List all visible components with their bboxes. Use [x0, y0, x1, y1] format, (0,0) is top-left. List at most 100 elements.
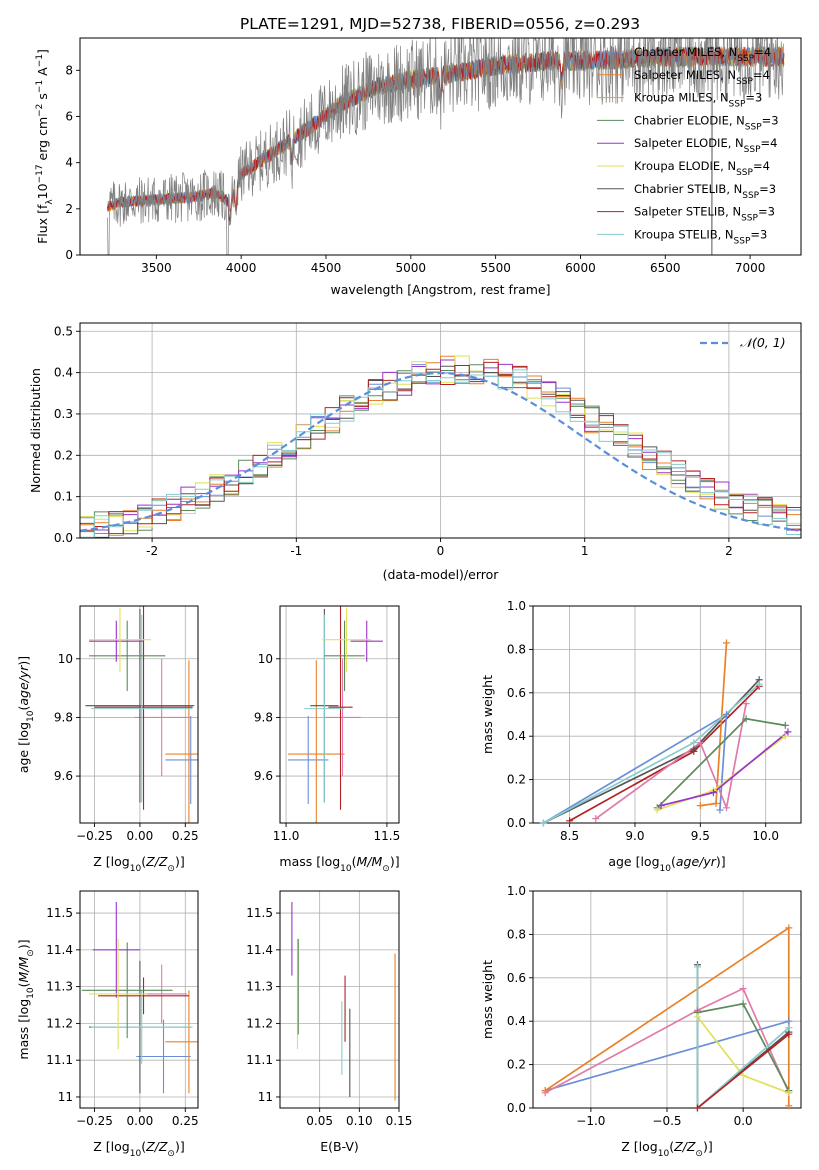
- age-weight-point-marker: [755, 680, 763, 688]
- z-weight-point-marker: [739, 1071, 747, 1079]
- z-mass-xtick-label: −0.25: [76, 1114, 113, 1128]
- age-weight-point-marker: [722, 639, 730, 647]
- z-mass-xtick-label: 0.25: [172, 1114, 199, 1128]
- spectrum-xtick-label: 7000: [735, 261, 766, 275]
- ebv-mass-ytick-label: 11.2: [246, 1016, 273, 1030]
- ebv-mass-ytick-label: 11.3: [246, 980, 273, 994]
- age-weight-point-marker: [742, 715, 750, 723]
- ebv-mass-spine: [279, 890, 400, 1109]
- z-weight-ytick-label: 0.2: [507, 1058, 526, 1072]
- legend-label: Salpeter MILES, NSSP=4: [634, 68, 770, 87]
- ebv-mass-ytick-label: 11.1: [246, 1053, 273, 1067]
- z-mass-ytick-label: 11.1: [46, 1053, 73, 1067]
- z-age-plot-area: [85, 606, 198, 823]
- z-weight-point-marker: [785, 1030, 793, 1038]
- spectrum-plot-area: [107, 38, 785, 255]
- z-age-axes: −0.25 0.00 0.25 9.6 9.8 10 Z [log10(Z/Z⊙)] age …: [16, 605, 199, 874]
- age-weight-point-marker: [566, 817, 574, 825]
- legend-label: Kroupa ELODIE, NSSP=4: [634, 159, 770, 178]
- age-weight-point-marker: [653, 806, 661, 814]
- legend-label: Kroupa MILES, NSSP=3: [634, 91, 762, 110]
- age-weight-point-marker: [657, 802, 665, 810]
- residual-histogram: [80, 369, 801, 538]
- z-weight-xtick-label: 0.0: [734, 1114, 753, 1128]
- spectrum-ytick-label: 6: [65, 109, 73, 123]
- age-weight-point-marker: [696, 802, 704, 810]
- mass-age-xtick-label: 11.5: [374, 829, 401, 843]
- z-age-ytick-label: 10: [58, 652, 73, 666]
- z-weight-ytick-label: 0.4: [507, 1014, 526, 1028]
- spectrum-ytick-label: 2: [65, 202, 73, 216]
- spectrum-xtick-label: 3500: [141, 261, 172, 275]
- mass-age-axes: 11.0 11.5 9.6 9.8 10 mass [log10(M/M⊙)]: [254, 605, 400, 874]
- z-weight-point-marker: [785, 1017, 793, 1025]
- ebv-mass-plot-area: [291, 902, 396, 1101]
- legend-label: Kroupa STELIB, NSSP=3: [634, 227, 767, 246]
- residuals-ytick-label: 0.2: [54, 448, 73, 462]
- z-age-frame: −0.25 0.00 0.25 9.6 9.8 10 Z [log10(Z/Z⊙)] age …: [16, 605, 199, 874]
- age-weight-point-marker: [709, 789, 717, 797]
- z-weight-point-marker: [785, 1102, 793, 1110]
- z-mass-ytick-label: 11.3: [46, 980, 73, 994]
- residuals-ytick-label: 0.5: [54, 324, 73, 338]
- ebv-mass-xtick-label: 0.10: [346, 1114, 373, 1128]
- age-weight-xtick-label: 10.0: [752, 829, 779, 843]
- residuals-xtick-label: 1: [581, 544, 589, 558]
- z-weight-series-line: [544, 987, 790, 1094]
- spectrum-spine: [79, 37, 802, 256]
- age-weight-point-marker: [696, 739, 704, 747]
- spectrum-legend: Chabrier MILES, NSSP=4 Salpeter MILES, NS…: [597, 45, 779, 246]
- z-weight-axes: −1.0 −0.5 0.0 0.0 0.2 0.4 0.6 0.8 1.0 Z [log10(Z/…: [480, 884, 802, 1159]
- data-spectrum-line: [107, 38, 785, 255]
- mass-age-xtick-label: 11.0: [273, 829, 300, 843]
- z-mass-ylabel: mass [log10(M/M⊙)]: [16, 939, 36, 1059]
- ebv-mass-ytick-label: 11.4: [246, 943, 273, 957]
- residuals-xlabel: (data-model)/error: [383, 567, 500, 582]
- spectrum-xtick-label: 6000: [565, 261, 596, 275]
- z-weight-ytick-label: 0.0: [507, 1101, 526, 1115]
- age-weight-spine: [532, 605, 802, 824]
- z-age-ytick-label: 9.8: [54, 710, 73, 724]
- age-weight-point-marker: [712, 799, 720, 807]
- age-weight-ytick-label: 0.6: [507, 686, 526, 700]
- z-mass-frame: −0.25 0.00 0.25 11 11.1 11.2 11.3 11.4 11.5 Z [lo…: [16, 890, 199, 1159]
- age-weight-point-marker: [781, 732, 789, 740]
- age-weight-point-marker: [690, 739, 698, 747]
- legend-label: Chabrier STELIB, NSSP=3: [634, 182, 776, 201]
- spectrum-ytick-label: 0: [65, 248, 73, 262]
- mass-age-ytick-label: 9.6: [254, 769, 273, 783]
- spectrum-frame: 3500 4000 4500 5000 5500 6000 6500 7000 0 2 4 6 8 Cha…: [35, 37, 802, 297]
- z-weight-xtick-label: −0.5: [652, 1114, 681, 1128]
- z-age-xtick-label: 0.25: [172, 829, 199, 843]
- residuals-legend: 𝒩(0, 1): [700, 335, 786, 350]
- age-weight-xtick-label: 9.0: [625, 829, 644, 843]
- z-mass-ytick-label: 11.5: [46, 906, 73, 920]
- age-weight-point-marker: [592, 815, 600, 823]
- z-mass-ytick-label: 11.4: [46, 943, 73, 957]
- residuals-ytick-label: 0.4: [54, 366, 73, 380]
- ebv-mass-frame: 0.05 0.10 0.15 11 11.1 11.2 11.3 11.4 11.5 E(B-V): [246, 890, 413, 1154]
- residuals-ytick-label: 0.0: [54, 531, 73, 545]
- z-mass-ytick-label: 11.2: [46, 1016, 73, 1030]
- age-weight-ytick-label: 0.0: [507, 816, 526, 830]
- spectrum-xtick-label: 4500: [311, 261, 342, 275]
- legend-label: 𝒩(0, 1): [740, 335, 786, 350]
- age-weight-xtick-label: 9.5: [691, 829, 710, 843]
- residual-histogram: [80, 361, 801, 538]
- legend-label: Chabrier MILES, NSSP=4: [634, 45, 771, 64]
- z-weight-ylabel: mass weight: [480, 960, 495, 1039]
- z-mass-ytick-label: 11: [58, 1090, 73, 1104]
- z-mass-spine: [79, 890, 199, 1109]
- residuals-ytick-label: 0.1: [54, 490, 73, 504]
- legend-label: Salpeter STELIB, NSSP=3: [634, 205, 775, 224]
- age-weight-frame: 8.5 9.0 9.5 10.0 0.0 0.2 0.4 0.6 0.8 1.0 age [log1…: [480, 599, 802, 874]
- ebv-mass-axes: 0.05 0.10 0.15 11 11.1 11.2 11.3 11.4 11.5 E(B-V): [246, 890, 413, 1154]
- z-age-ylabel: age [log10(age/yr)]: [16, 656, 36, 773]
- ebv-mass-xtick-label: 0.15: [386, 1114, 413, 1128]
- ebv-mass-ytick-label: 11: [258, 1090, 273, 1104]
- age-weight-point-marker: [539, 819, 547, 827]
- residuals-xtick-label: -1: [290, 544, 302, 558]
- z-weight-series-line: [696, 1033, 790, 1108]
- z-weight-ytick-label: 1.0: [507, 884, 526, 898]
